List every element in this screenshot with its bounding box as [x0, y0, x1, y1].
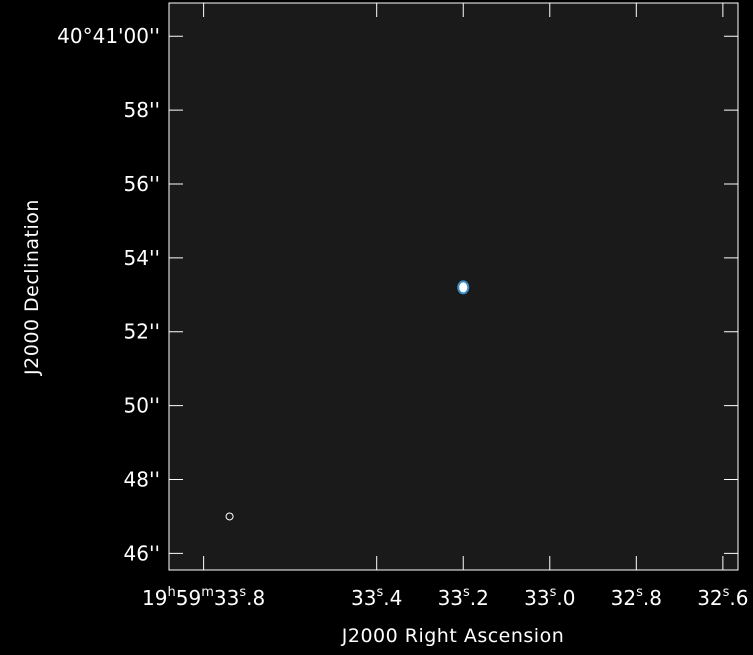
y-tick-label: 56''	[124, 172, 160, 196]
x-tick-label-part: 33	[351, 586, 376, 610]
x-tick-label-part: m	[201, 585, 214, 600]
y-tick-label: 40°41'00''	[57, 24, 160, 48]
y-axis-title: J2000 Declination	[21, 199, 43, 376]
x-tick-label-part: .6	[729, 586, 748, 610]
x-tick-label-part: s	[463, 585, 470, 600]
x-tick-label-part: 33	[214, 586, 239, 610]
x-axis-ticks: 19h59m33s.8 33s.4 33s.2 33s.0 32s.8 32s.6	[142, 3, 749, 610]
x-tick-label-part: .0	[556, 586, 575, 610]
x-tick-label: 19h59m33s.8	[142, 585, 265, 610]
x-tick-label-part: s	[636, 585, 643, 600]
beam-ellipse	[225, 512, 234, 521]
plot-frame	[168, 2, 739, 571]
x-tick-label-part: 32	[697, 586, 722, 610]
x-tick-label-part: .8	[246, 586, 265, 610]
y-tick-label: 46''	[124, 541, 160, 565]
y-axis-ticks: 40°41'00'' 58'' 56'' 54'' 52'' 50'' 48'' 46''	[57, 24, 738, 565]
x-tick-label-part: 33	[524, 586, 549, 610]
x-tick-label-part: .2	[470, 586, 489, 610]
x-tick-label: 33s.0	[524, 585, 575, 610]
x-tick-label: 32s.6	[697, 585, 748, 610]
x-tick-label: 33s.4	[351, 585, 402, 610]
x-tick-label-part: 19	[142, 586, 167, 610]
x-axis-title: J2000 Right Ascension	[341, 625, 565, 647]
y-tick-label: 58''	[124, 98, 160, 122]
y-tick-label: 52''	[124, 320, 160, 344]
y-tick-label: 48''	[124, 468, 160, 492]
x-tick-label-part: .4	[383, 586, 402, 610]
image-panel	[169, 3, 738, 570]
x-tick-label-part: h	[167, 585, 175, 600]
y-tick-label: 54''	[124, 246, 160, 270]
source-peak	[459, 282, 468, 293]
x-tick-label-part: s	[376, 585, 383, 600]
x-tick-label: 33s.2	[438, 585, 489, 610]
x-tick-label-part: .8	[643, 586, 662, 610]
x-tick-label: 32s.8	[611, 585, 662, 610]
x-tick-label-part: s	[550, 585, 557, 600]
x-tick-label-part: 59	[176, 586, 201, 610]
x-tick-label-part: s	[239, 585, 246, 600]
x-tick-label-part: s	[723, 585, 730, 600]
x-tick-label-part: 33	[438, 586, 463, 610]
image-features	[225, 280, 470, 521]
x-tick-label-part: 32	[611, 586, 636, 610]
y-tick-label: 50''	[124, 394, 160, 418]
